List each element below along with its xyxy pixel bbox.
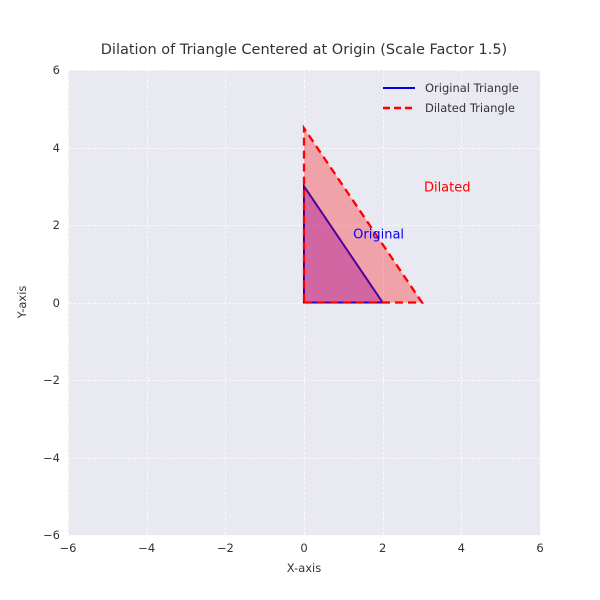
shapes-layer	[302, 124, 425, 304]
legend-swatch-icon	[382, 102, 416, 114]
x-tick-label: 0	[300, 541, 308, 555]
legend-label: Dilated Triangle	[425, 101, 515, 115]
gridline-horizontal	[68, 535, 540, 536]
x-tick-label: 6	[536, 541, 544, 555]
x-tick-label: −4	[138, 541, 156, 555]
annotation-original: Original	[353, 227, 405, 243]
y-axis-label: Y-axis	[15, 285, 29, 319]
polygon-dilated-triangle	[302, 124, 425, 304]
legend-swatch-icon	[382, 82, 416, 94]
gridline-vertical	[540, 70, 541, 535]
x-tick-label: 4	[457, 541, 465, 555]
plot-canvas	[302, 124, 425, 304]
chart-legend: Original Triangle Dilated Triangle	[382, 78, 532, 118]
legend-item: Dilated Triangle	[382, 98, 532, 118]
x-tick-label: −6	[59, 541, 77, 555]
chart-title: Dilation of Triangle Centered at Origin …	[100, 42, 508, 58]
plot-area: Original Dilated	[68, 70, 541, 536]
x-tick-label: −2	[216, 541, 234, 555]
legend-item: Original Triangle	[382, 78, 532, 98]
x-axis-label: X-axis	[286, 561, 322, 575]
x-tick-label: 2	[378, 541, 387, 555]
annotation-dilated: Dilated	[423, 180, 471, 196]
legend-label: Original Triangle	[425, 81, 519, 95]
